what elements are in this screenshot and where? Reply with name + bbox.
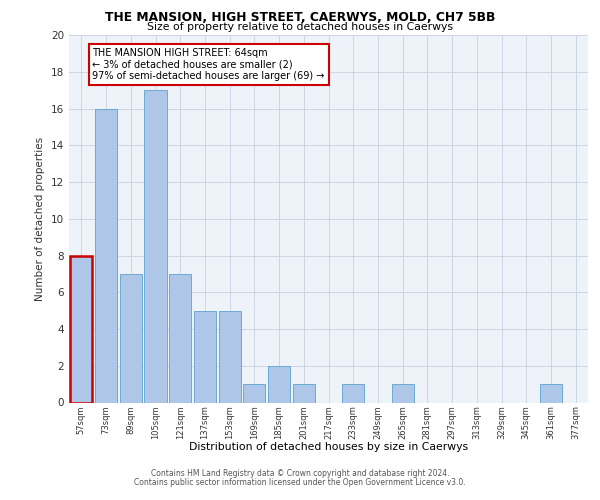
Bar bbox=[95, 108, 117, 403]
Bar bbox=[194, 310, 216, 402]
Y-axis label: Number of detached properties: Number of detached properties bbox=[35, 136, 46, 301]
Bar bbox=[392, 384, 414, 402]
Text: Contains public sector information licensed under the Open Government Licence v3: Contains public sector information licen… bbox=[134, 478, 466, 487]
Bar bbox=[540, 384, 562, 402]
Text: Size of property relative to detached houses in Caerwys: Size of property relative to detached ho… bbox=[147, 22, 453, 32]
Bar bbox=[293, 384, 315, 402]
Bar bbox=[342, 384, 364, 402]
Bar bbox=[70, 256, 92, 402]
Bar bbox=[218, 310, 241, 402]
Bar bbox=[243, 384, 265, 402]
Text: THE MANSION HIGH STREET: 64sqm
← 3% of detached houses are smaller (2)
97% of se: THE MANSION HIGH STREET: 64sqm ← 3% of d… bbox=[92, 48, 325, 81]
Bar bbox=[169, 274, 191, 402]
Bar bbox=[268, 366, 290, 403]
Text: THE MANSION, HIGH STREET, CAERWYS, MOLD, CH7 5BB: THE MANSION, HIGH STREET, CAERWYS, MOLD,… bbox=[105, 11, 495, 24]
Bar bbox=[145, 90, 167, 402]
Text: Contains HM Land Registry data © Crown copyright and database right 2024.: Contains HM Land Registry data © Crown c… bbox=[151, 469, 449, 478]
Bar bbox=[119, 274, 142, 402]
Text: Distribution of detached houses by size in Caerwys: Distribution of detached houses by size … bbox=[189, 442, 469, 452]
